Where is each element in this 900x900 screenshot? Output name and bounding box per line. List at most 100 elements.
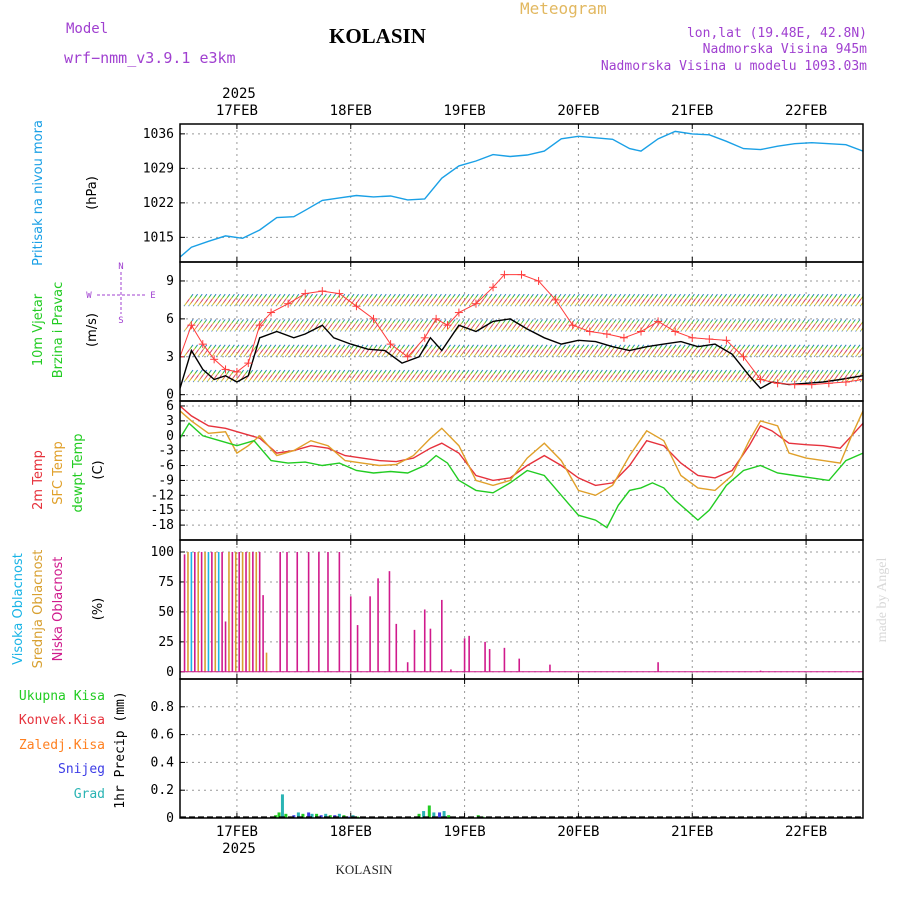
wind-barb bbox=[408, 293, 419, 307]
precip-legend: Ukupna Kisa Konvek.Kisa Zaledj.Kisa Snij… bbox=[19, 689, 128, 809]
clouds-bar bbox=[245, 551, 247, 672]
clouds-ytick-label: 50 bbox=[158, 605, 174, 620]
wind-barb bbox=[321, 344, 332, 358]
wind-barb bbox=[634, 344, 645, 358]
precip-bar bbox=[315, 813, 319, 818]
temperature-ytick-label: -6 bbox=[158, 459, 174, 474]
bottom-date-label: 20FEB bbox=[557, 824, 599, 840]
wind-barb bbox=[183, 369, 194, 383]
temperature-ytick-label: -12 bbox=[151, 488, 174, 503]
wind-barb bbox=[717, 344, 727, 358]
wind-barb bbox=[574, 293, 585, 307]
gust-marker bbox=[471, 299, 480, 308]
temperature-panel: 630-3-6-9-12-15-18 bbox=[151, 399, 864, 541]
wind-barb bbox=[712, 319, 723, 332]
gust-marker bbox=[420, 333, 429, 342]
cloud-ylabel-mid: Srednja Oblacnost bbox=[31, 550, 46, 669]
wind-barb bbox=[524, 319, 534, 332]
wind-barb bbox=[694, 319, 704, 332]
wind-barb bbox=[754, 369, 764, 383]
gust-marker bbox=[790, 380, 799, 389]
clouds-ytick-label: 0 bbox=[166, 665, 174, 680]
pressure-ylabel-line: Pritisak na nivou mora bbox=[31, 120, 46, 266]
wind-barb bbox=[703, 293, 714, 307]
wind-barb bbox=[657, 369, 668, 383]
bottom-date-label: 21FEB bbox=[671, 824, 713, 840]
wind-barb bbox=[390, 369, 401, 383]
wind-barb bbox=[330, 344, 341, 358]
wind-barb bbox=[781, 319, 792, 332]
gust-marker bbox=[568, 321, 577, 330]
cloud-ylabel: Visoka Oblacnost Srednja Oblacnost Niska… bbox=[11, 550, 106, 669]
wind-barb bbox=[616, 369, 626, 383]
wind-barb bbox=[712, 293, 723, 307]
gust-marker bbox=[773, 379, 782, 388]
wind-barb bbox=[602, 344, 612, 358]
wind-barb bbox=[593, 369, 603, 383]
wind-barb bbox=[823, 369, 833, 383]
wind-barb bbox=[431, 293, 442, 307]
gust-marker bbox=[671, 327, 680, 336]
wind-barb bbox=[183, 344, 194, 358]
wind-barb bbox=[859, 326, 863, 332]
mslp-line bbox=[180, 130, 863, 258]
wind-barb bbox=[749, 293, 760, 307]
wind-barb bbox=[606, 369, 617, 383]
wind-barb bbox=[464, 319, 475, 332]
wind-barb bbox=[436, 369, 447, 383]
temperature-ytick-label: 3 bbox=[166, 414, 174, 429]
wind-barb bbox=[524, 293, 534, 307]
clouds-bar bbox=[657, 662, 659, 672]
wind-barb bbox=[717, 319, 727, 332]
wind-barb bbox=[215, 319, 226, 332]
wind-barb bbox=[261, 369, 272, 383]
wind-barb bbox=[680, 369, 691, 383]
wind-barb bbox=[689, 369, 700, 383]
wind-barb bbox=[551, 344, 562, 358]
wind-barb bbox=[224, 293, 235, 307]
wind-barb bbox=[372, 293, 383, 307]
wind-barb bbox=[454, 369, 465, 383]
wind-barb bbox=[330, 293, 341, 307]
precip-bar bbox=[337, 813, 341, 818]
wind-barb bbox=[744, 344, 755, 358]
wind-barb bbox=[588, 369, 599, 383]
wind-barb bbox=[275, 344, 286, 358]
wind-barb bbox=[565, 293, 576, 307]
wind-barb bbox=[234, 344, 245, 358]
gust-marker bbox=[705, 335, 714, 344]
wind-barb bbox=[634, 319, 645, 332]
wind-barb bbox=[459, 369, 470, 383]
bottom-date-axis: 2025 17FEB 18FEB 19FEB 20FEB 21FEB 22FEB bbox=[216, 824, 827, 857]
wind-barb bbox=[537, 319, 548, 332]
clouds-bar bbox=[238, 551, 240, 672]
wind-barb bbox=[800, 344, 810, 358]
wind-barb bbox=[510, 344, 520, 358]
wind-barb bbox=[537, 293, 548, 307]
wind-barb bbox=[763, 319, 773, 332]
wind-barb bbox=[247, 293, 258, 307]
wind-barb bbox=[496, 369, 507, 383]
temperature-ytick-label: -18 bbox=[151, 518, 174, 533]
wind-ylabel-line-2: Brzina i Pravac bbox=[51, 282, 66, 379]
wind-barb bbox=[247, 319, 258, 332]
wind-barb bbox=[326, 369, 337, 383]
wind-barb bbox=[865, 320, 874, 332]
wind-barb bbox=[767, 344, 778, 358]
wind-barb bbox=[358, 344, 369, 358]
wind-barb bbox=[721, 293, 732, 307]
wind-barb bbox=[349, 293, 360, 307]
wind-barb bbox=[372, 319, 383, 332]
wind-barb bbox=[629, 344, 640, 358]
wind-barb bbox=[316, 293, 327, 307]
wind-barb bbox=[850, 319, 861, 332]
wind-barb bbox=[270, 369, 281, 383]
wind-barb bbox=[385, 369, 396, 383]
wind-barb bbox=[445, 293, 456, 307]
wind-barb bbox=[823, 293, 833, 307]
gust-marker bbox=[722, 336, 731, 345]
gust-marker bbox=[859, 375, 863, 384]
model-name: wrf−nmm_v3.9.1 e3km bbox=[64, 49, 236, 67]
wind-barb bbox=[726, 293, 737, 307]
wind-barb bbox=[629, 369, 640, 383]
